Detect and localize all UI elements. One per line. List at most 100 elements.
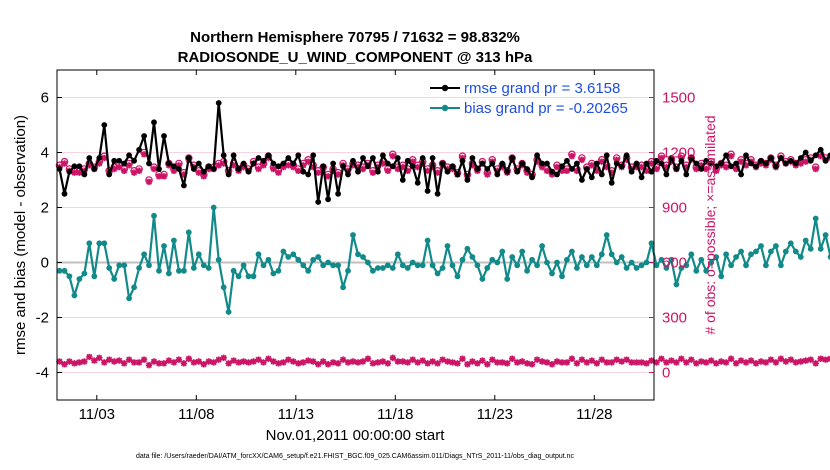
bias-series-point xyxy=(768,248,774,255)
rmse-series-point xyxy=(812,152,819,159)
obs-lower-marker xyxy=(807,356,814,363)
obs-lower-marker xyxy=(155,360,163,367)
rmse-series-point xyxy=(166,160,172,167)
rmse-series-point xyxy=(235,166,242,172)
obs-lower-marker xyxy=(96,354,103,362)
rmse-series-point xyxy=(300,168,307,175)
obs-lower-marker xyxy=(757,358,765,365)
rmse-series-point xyxy=(360,155,366,161)
rmse-series-point xyxy=(728,163,734,170)
obs-lower-marker xyxy=(76,359,83,366)
rmse-series-point xyxy=(797,155,804,161)
obs-assim-marker xyxy=(613,156,620,164)
rmse-series-point xyxy=(96,155,103,161)
bias-series-point xyxy=(176,267,182,274)
bias-series-point xyxy=(265,256,272,263)
obs-assim-marker xyxy=(324,173,332,180)
obs-lower-marker xyxy=(419,357,426,364)
obs-lower-marker xyxy=(215,356,222,363)
rmse-series-point xyxy=(489,160,496,167)
obs-assim-marker xyxy=(732,165,740,173)
obs-lower-marker xyxy=(125,356,133,363)
obs-lower-marker xyxy=(185,355,193,362)
bias-series-point xyxy=(345,267,351,274)
bias-series-point xyxy=(439,265,446,271)
rmse-series-point xyxy=(365,163,371,170)
obs-assim-marker xyxy=(394,165,401,173)
obs-assim-marker xyxy=(698,162,705,169)
obs-lower-marker xyxy=(747,357,755,364)
obs-assim-marker xyxy=(130,169,138,176)
bias-series-point xyxy=(583,262,590,269)
bias-series-point xyxy=(524,267,530,274)
obs-assim-marker xyxy=(563,167,571,175)
rmse-series-point xyxy=(763,160,769,167)
obs-assim-marker xyxy=(300,162,307,169)
obs-assim-marker xyxy=(140,151,148,158)
y-axis-right: 0 300 600 900 1200 1500 xyxy=(649,90,695,382)
bias-series-point xyxy=(559,273,565,280)
obs-assim-marker xyxy=(115,163,123,171)
obs-assim-marker xyxy=(314,169,322,176)
y-axis-label-right: # of obs: o=possible; ×=assimilated xyxy=(702,115,718,334)
obs-assim-marker xyxy=(663,163,670,171)
obs-lower-marker xyxy=(319,358,327,365)
bias-series-point xyxy=(300,262,307,269)
obs-assim-marker xyxy=(240,163,247,171)
rmse-series-point xyxy=(210,166,217,172)
obs-lower-marker xyxy=(175,356,183,363)
rmse-series-point xyxy=(768,155,774,161)
rmse-series-point xyxy=(215,100,222,106)
rmse-series-point xyxy=(260,157,267,164)
rmse-series-point xyxy=(598,171,605,178)
bias-series-point xyxy=(718,273,725,280)
rmse-series-point xyxy=(787,157,794,164)
bias-series-point xyxy=(384,262,391,269)
rmse-series-point xyxy=(693,160,700,167)
bias-series-point xyxy=(529,256,535,263)
rmse-series-point xyxy=(778,155,784,161)
obs-assim-marker xyxy=(608,169,615,176)
bias-series-point xyxy=(827,254,830,260)
bias-series-point xyxy=(141,251,148,258)
bias-series-point xyxy=(116,262,123,269)
obs-lower-marker xyxy=(693,360,700,367)
rmse-series-point xyxy=(290,160,297,167)
rmse-series-point xyxy=(126,152,132,159)
rmse-series-point xyxy=(151,119,157,126)
obs-lower-marker xyxy=(573,360,581,367)
obs-assim-marker xyxy=(603,163,610,171)
bias-series-point xyxy=(66,273,73,280)
rmse-series-point xyxy=(275,163,282,170)
bias-series-point xyxy=(200,262,207,269)
bias-series-point xyxy=(723,251,729,258)
obs-lower-marker xyxy=(583,359,591,366)
obs-assim-marker xyxy=(693,165,700,173)
obs-lower-marker xyxy=(683,359,690,366)
obs-assim-marker xyxy=(812,165,819,173)
bias-series-point xyxy=(235,273,242,280)
bias-series-point xyxy=(330,262,336,269)
obs-assim-marker xyxy=(359,165,367,173)
x-tick-label: 11/18 xyxy=(377,406,413,423)
obs-lower-marker xyxy=(389,354,397,362)
y-tick-label-right: 0 xyxy=(662,365,670,382)
chart-subtitle: RADIOSONDE_U_WIND_COMPONENT @ 313 hPa xyxy=(178,49,533,66)
obs-assim-marker xyxy=(200,173,207,180)
obs-assim-marker xyxy=(96,160,103,167)
obs-assim-marker xyxy=(658,154,665,162)
obs-assim-marker xyxy=(648,160,655,167)
rmse-series-point xyxy=(181,182,187,189)
obs-lower-marker xyxy=(782,358,790,365)
bias-series xyxy=(56,204,830,315)
bias-series-point xyxy=(260,262,267,269)
bias-series-point xyxy=(434,270,441,277)
obs-lower-marker xyxy=(205,358,212,365)
obs-lower-marker xyxy=(518,358,526,365)
obs-lower-marker xyxy=(111,358,118,365)
bias-series-point xyxy=(812,215,819,222)
bias-series-point xyxy=(698,256,705,263)
obs-lower-marker xyxy=(558,359,566,366)
y-axis-label: rmse and bias (model - observation) xyxy=(12,115,29,355)
obs-lower-marker xyxy=(140,356,148,363)
